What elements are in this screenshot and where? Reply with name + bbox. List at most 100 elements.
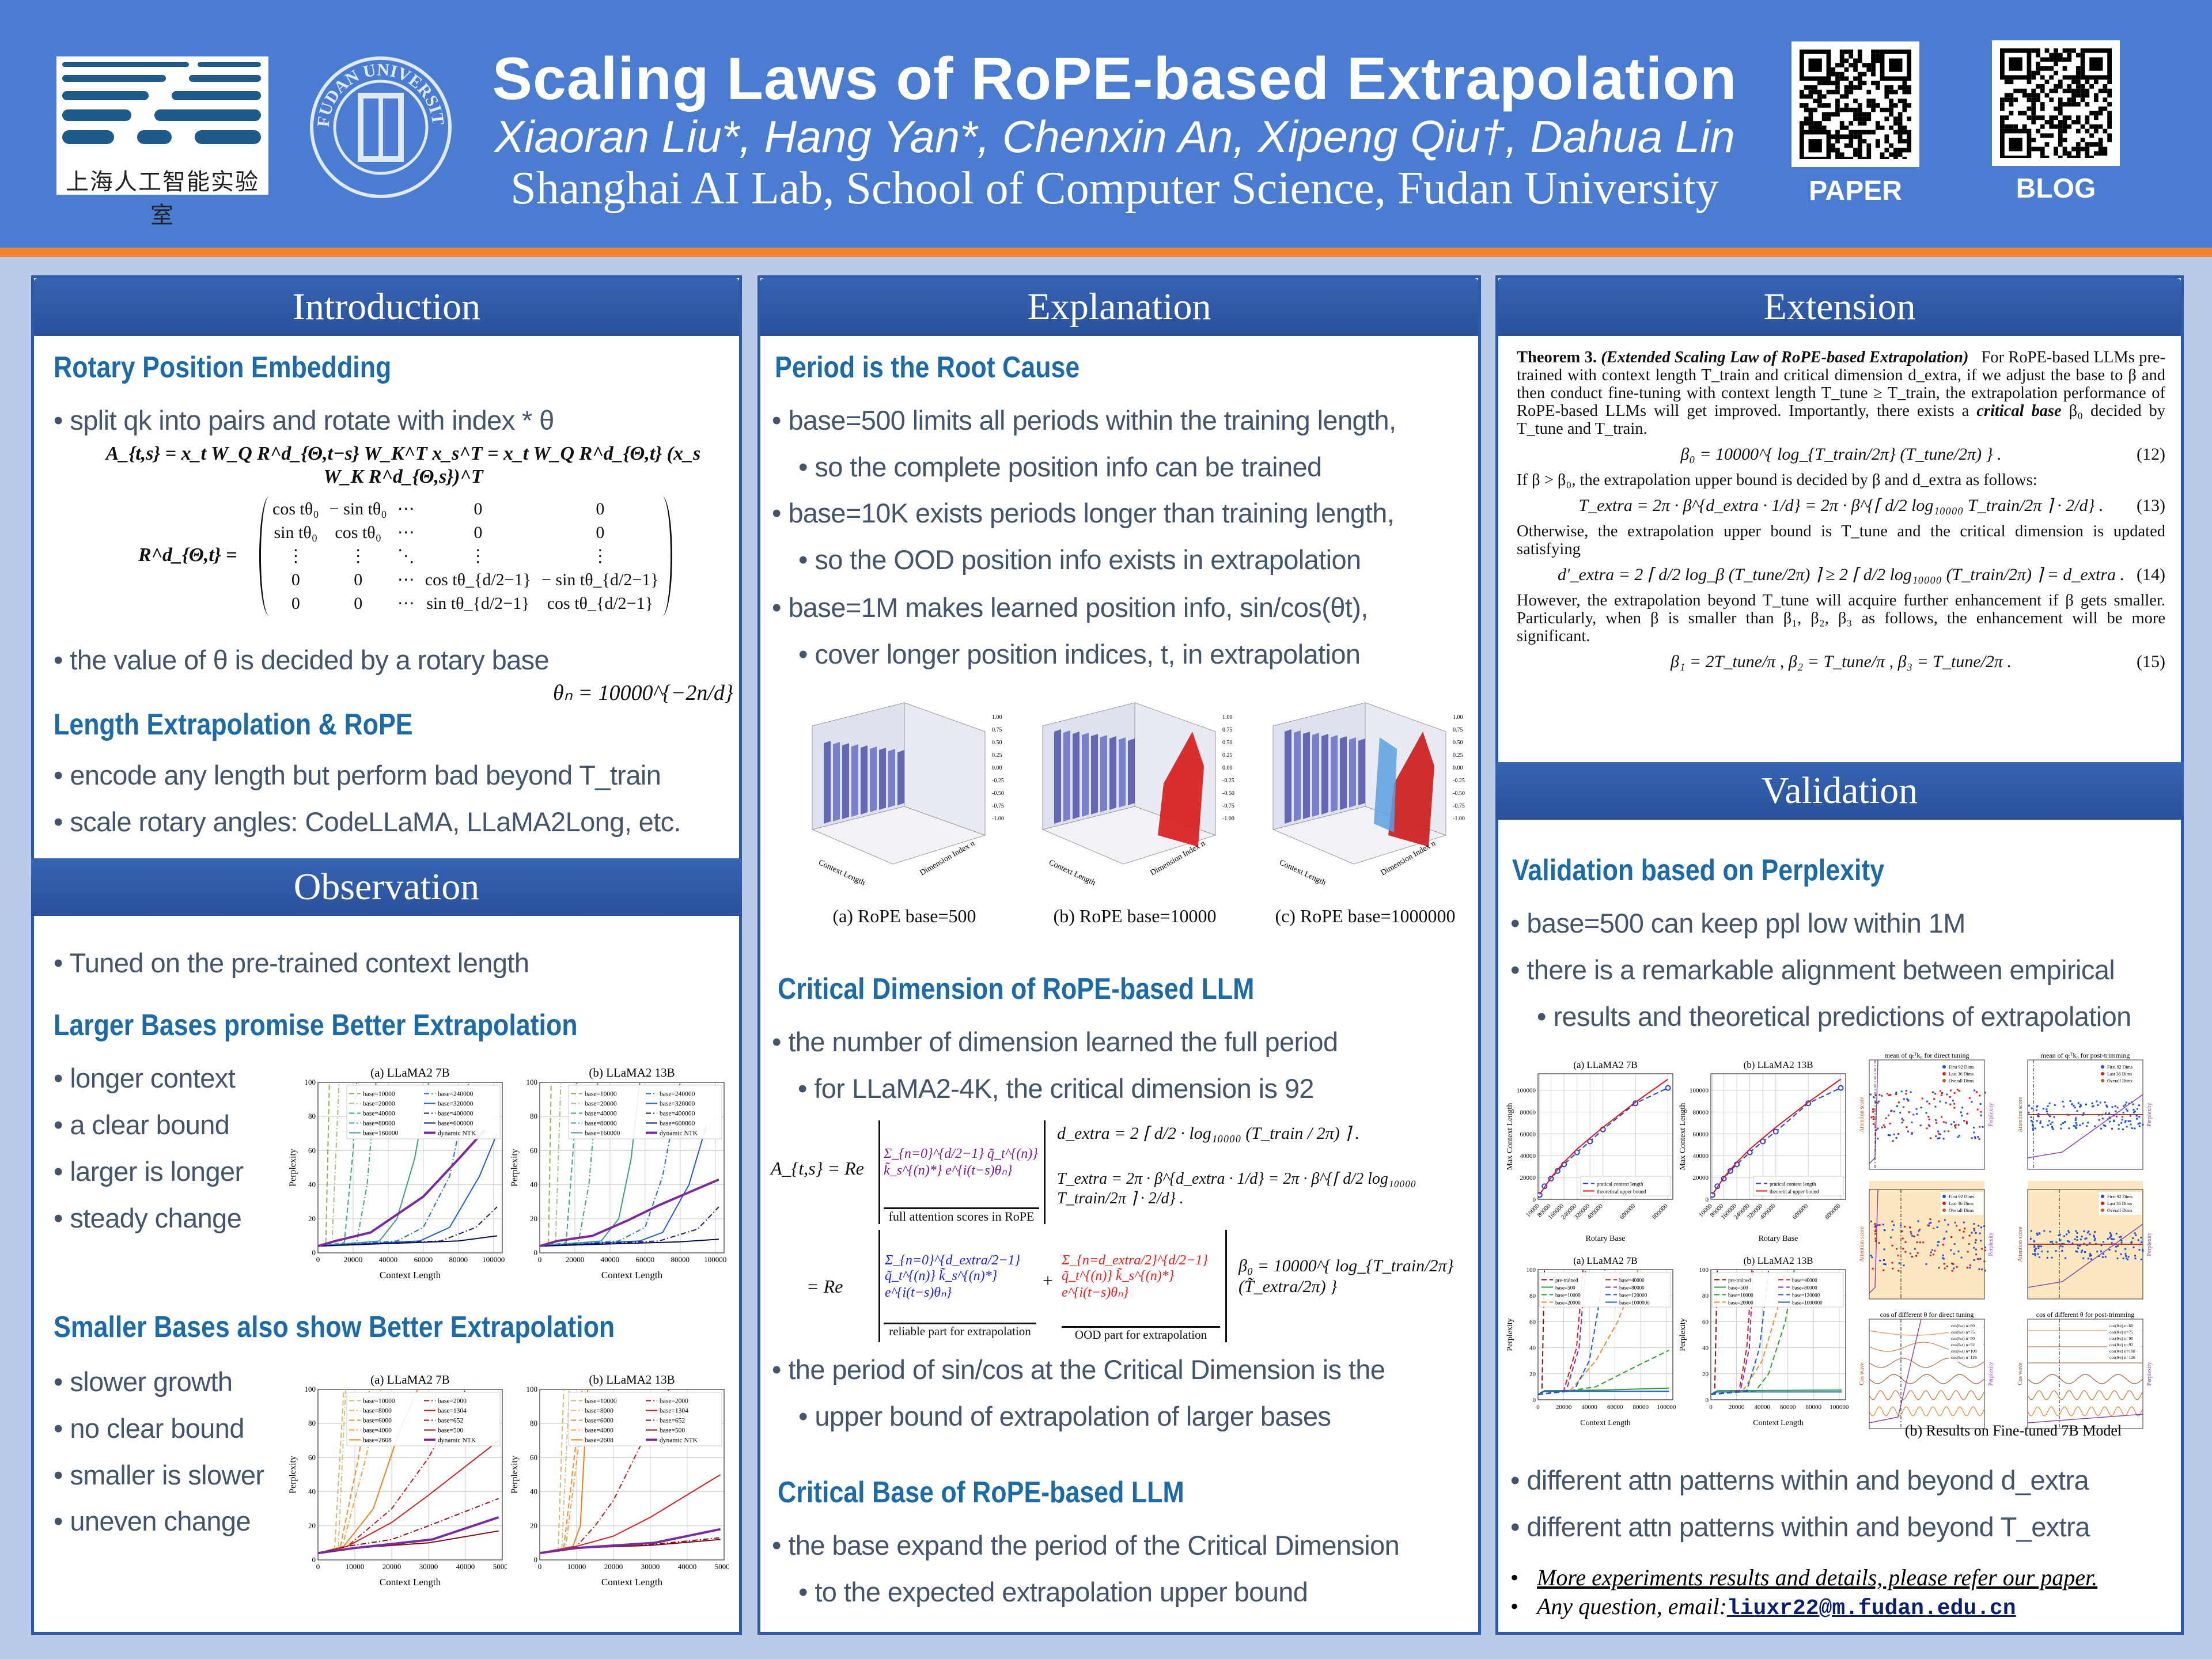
qr-module: [2075, 151, 2081, 156]
surface-slice: [1091, 734, 1098, 815]
paper-qr-code[interactable]: [1791, 41, 1919, 167]
theorem-3-block: Theorem 3. (Extended Scaling Law of RoPE…: [1517, 349, 2165, 679]
qr-module: [2093, 111, 2099, 116]
bullet-tuned-pretrained: Tuned on the pre-trained context length: [54, 947, 529, 979]
qr-module: [2075, 75, 2081, 80]
scatter-point: [1944, 1237, 1946, 1240]
qr-module: [2071, 156, 2076, 160]
qr-module: [2058, 138, 2063, 142]
qr-module: [1884, 157, 1889, 161]
qr-module: [2031, 138, 2036, 142]
qr-module: [1871, 50, 1876, 54]
matrix-row: cos tθ₀ − sin tθ₀ ⋯ 0 0: [268, 498, 664, 520]
scatter-point: [1929, 1254, 1931, 1256]
rope-3d-plot-base-10000: 1.000.750.500.250.00-0.25-0.50-0.75-1.00…: [1041, 702, 1234, 888]
email-link[interactable]: liuxr22@m.fudan.edu.cn: [1726, 1596, 2016, 1621]
qr-module: [2040, 106, 2045, 111]
qr-module: [2062, 57, 2067, 62]
qr-module: [2071, 93, 2076, 98]
x-tick-label: 10000: [567, 1562, 586, 1571]
scatter-point: [1873, 1123, 1875, 1125]
scatter-point: [1892, 1140, 1894, 1142]
matrix-cell: ⋮: [287, 547, 305, 566]
qr-module: [1907, 130, 1911, 135]
legend-dot: [1942, 1195, 1946, 1198]
scatter-point: [1937, 1244, 1939, 1247]
scatter-point: [1906, 1098, 1908, 1100]
series-line-base-320000: [318, 1133, 498, 1247]
scatter-point: [1911, 1132, 1913, 1134]
qr-module: [2049, 133, 2054, 138]
scatter-point: [2074, 1119, 2077, 1121]
scatter-point: [1973, 1259, 1975, 1261]
qr-module: [1897, 147, 1903, 153]
validation-line-1: there is a remarkable alignment between …: [1510, 954, 2115, 986]
qr-module: [2004, 124, 2009, 129]
scatter-point: [1913, 1235, 1915, 1237]
qr-module: [2085, 156, 2090, 160]
legend-dot: [2101, 1079, 2104, 1082]
series-line-theoretical-upper-bound: [1711, 1078, 1842, 1195]
matrix-cell: ⋮: [469, 547, 487, 566]
equation-13-number: (13): [2137, 496, 2165, 515]
scatter-point: [1942, 1257, 1945, 1260]
footnote-more-experiments[interactable]: More experiments results and details, pl…: [1510, 1564, 2097, 1591]
qr-module: [2062, 128, 2067, 134]
equation-14-number: (14): [2137, 565, 2165, 584]
legend-label: Overall Dims: [2107, 1078, 2132, 1084]
scatter-point: [2104, 1125, 2107, 1127]
qr-module: [2107, 120, 2112, 124]
qr-module: [2004, 79, 2009, 85]
legend-label: cos(θₙt) n=108: [2109, 1349, 2135, 1354]
blog-qr-code[interactable]: [1992, 40, 2120, 166]
qr-module: [2031, 106, 2036, 111]
series-line-base-1304: [318, 1440, 499, 1554]
y-tick-label: 60: [530, 1453, 537, 1461]
scatter-point: [2137, 1123, 2139, 1125]
qr-module: [2009, 102, 2014, 107]
scatter-point: [1974, 1136, 1976, 1138]
qr-module: [2040, 133, 2045, 138]
poster-title: Scaling Laws of RoPE-based Extrapolation: [492, 46, 1737, 112]
qr-module: [1897, 152, 1903, 157]
plot-frame: [1537, 1269, 1673, 1400]
qr-module: [1808, 94, 1813, 99]
scatter-point: [2128, 1103, 2130, 1105]
qr-module: [2004, 115, 2009, 120]
scatter-point: [1870, 1116, 1873, 1119]
scatter-point: [2031, 1120, 2033, 1123]
matrix-cell: ⋱: [397, 547, 415, 566]
qr-module: [2040, 66, 2045, 71]
scatter-point: [2079, 1245, 2081, 1247]
scatter-point: [1950, 1249, 1952, 1251]
section-title-extension: Extension: [1498, 278, 2181, 336]
paper-link[interactable]: More experiments results and details, pl…: [1537, 1565, 2098, 1590]
qr-module: [1866, 112, 1872, 117]
y-tick-label: 100000: [1690, 1087, 1709, 1094]
legend-box: [568, 1085, 722, 1139]
scatter-point: [2102, 1253, 2104, 1255]
qr-module: [2058, 128, 2063, 134]
scatter-point: [2050, 1241, 2052, 1243]
scatter-point: [1885, 1117, 1887, 1119]
y-axis-label: Perplexity: [510, 1149, 520, 1187]
qr-module: [1875, 143, 1880, 148]
matrix-cell: cos tθ₀: [335, 522, 382, 542]
legend-label: theoretical upper bound: [1597, 1189, 1646, 1195]
scatter-point: [2046, 1108, 2048, 1111]
y-tick-label: 80: [1702, 1293, 1709, 1300]
x-tick-label: 0: [538, 1562, 542, 1571]
scatter-point: [1903, 1098, 1905, 1100]
scatter-point: [1928, 1103, 1930, 1105]
legend-label: cos(θₙt) n=90: [2109, 1336, 2133, 1341]
scatter-point: [2093, 1239, 2096, 1241]
surface-slice: [1119, 737, 1126, 808]
qr-module: [1857, 85, 1862, 90]
scatter-point: [2134, 1232, 2136, 1234]
scatter-point: [1907, 1130, 1909, 1132]
qr-module: [1880, 107, 1885, 112]
qr-module: [2067, 156, 2072, 160]
qr-module: [2044, 48, 2050, 53]
x-tick-label: 60000: [1607, 1404, 1623, 1411]
scatter-point: [2080, 1238, 2082, 1241]
